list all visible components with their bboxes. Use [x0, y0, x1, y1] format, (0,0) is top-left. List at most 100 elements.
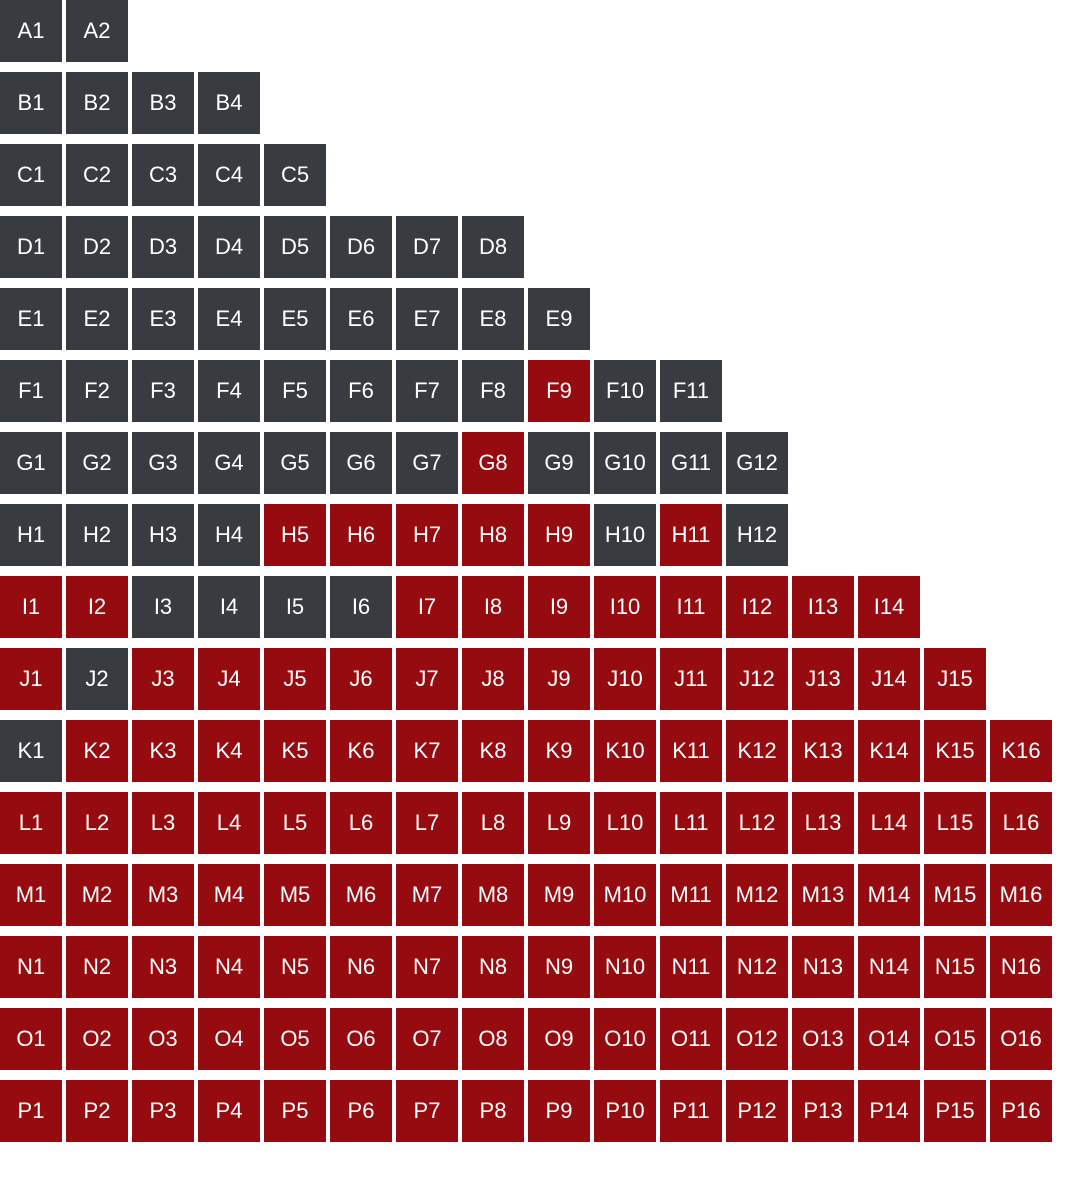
- seat-f4[interactable]: F4: [198, 360, 260, 422]
- seat-b4[interactable]: B4: [198, 72, 260, 134]
- seat-p1[interactable]: P1: [0, 1080, 62, 1142]
- seat-m9[interactable]: M9: [528, 864, 590, 926]
- seat-i12[interactable]: I12: [726, 576, 788, 638]
- seat-p9[interactable]: P9: [528, 1080, 590, 1142]
- seat-l14[interactable]: L14: [858, 792, 920, 854]
- seat-o1[interactable]: O1: [0, 1008, 62, 1070]
- seat-g9[interactable]: G9: [528, 432, 590, 494]
- seat-h11[interactable]: H11: [660, 504, 722, 566]
- seat-o9[interactable]: O9: [528, 1008, 590, 1070]
- seat-j15[interactable]: J15: [924, 648, 986, 710]
- seat-o5[interactable]: O5: [264, 1008, 326, 1070]
- seat-j8[interactable]: J8: [462, 648, 524, 710]
- seat-n14[interactable]: N14: [858, 936, 920, 998]
- seat-n15[interactable]: N15: [924, 936, 986, 998]
- seat-g12[interactable]: G12: [726, 432, 788, 494]
- seat-k6[interactable]: K6: [330, 720, 392, 782]
- seat-i13[interactable]: I13: [792, 576, 854, 638]
- seat-n10[interactable]: N10: [594, 936, 656, 998]
- seat-k13[interactable]: K13: [792, 720, 854, 782]
- seat-g11[interactable]: G11: [660, 432, 722, 494]
- seat-d3[interactable]: D3: [132, 216, 194, 278]
- seat-c4[interactable]: C4: [198, 144, 260, 206]
- seat-m8[interactable]: M8: [462, 864, 524, 926]
- seat-f11[interactable]: F11: [660, 360, 722, 422]
- seat-l15[interactable]: L15: [924, 792, 986, 854]
- seat-e3[interactable]: E3: [132, 288, 194, 350]
- seat-p3[interactable]: P3: [132, 1080, 194, 1142]
- seat-k15[interactable]: K15: [924, 720, 986, 782]
- seat-o4[interactable]: O4: [198, 1008, 260, 1070]
- seat-e8[interactable]: E8: [462, 288, 524, 350]
- seat-g8[interactable]: G8: [462, 432, 524, 494]
- seat-c1[interactable]: C1: [0, 144, 62, 206]
- seat-k16[interactable]: K16: [990, 720, 1052, 782]
- seat-o7[interactable]: O7: [396, 1008, 458, 1070]
- seat-d4[interactable]: D4: [198, 216, 260, 278]
- seat-d7[interactable]: D7: [396, 216, 458, 278]
- seat-f8[interactable]: F8: [462, 360, 524, 422]
- seat-o2[interactable]: O2: [66, 1008, 128, 1070]
- seat-m13[interactable]: M13: [792, 864, 854, 926]
- seat-d6[interactable]: D6: [330, 216, 392, 278]
- seat-n4[interactable]: N4: [198, 936, 260, 998]
- seat-k5[interactable]: K5: [264, 720, 326, 782]
- seat-j6[interactable]: J6: [330, 648, 392, 710]
- seat-g3[interactable]: G3: [132, 432, 194, 494]
- seat-h8[interactable]: H8: [462, 504, 524, 566]
- seat-k10[interactable]: K10: [594, 720, 656, 782]
- seat-p16[interactable]: P16: [990, 1080, 1052, 1142]
- seat-k4[interactable]: K4: [198, 720, 260, 782]
- seat-d1[interactable]: D1: [0, 216, 62, 278]
- seat-m4[interactable]: M4: [198, 864, 260, 926]
- seat-j4[interactable]: J4: [198, 648, 260, 710]
- seat-i9[interactable]: I9: [528, 576, 590, 638]
- seat-o13[interactable]: O13: [792, 1008, 854, 1070]
- seat-m10[interactable]: M10: [594, 864, 656, 926]
- seat-l16[interactable]: L16: [990, 792, 1052, 854]
- seat-j2[interactable]: J2: [66, 648, 128, 710]
- seat-f6[interactable]: F6: [330, 360, 392, 422]
- seat-o6[interactable]: O6: [330, 1008, 392, 1070]
- seat-i8[interactable]: I8: [462, 576, 524, 638]
- seat-m7[interactable]: M7: [396, 864, 458, 926]
- seat-o8[interactable]: O8: [462, 1008, 524, 1070]
- seat-g2[interactable]: G2: [66, 432, 128, 494]
- seat-f2[interactable]: F2: [66, 360, 128, 422]
- seat-h9[interactable]: H9: [528, 504, 590, 566]
- seat-j11[interactable]: J11: [660, 648, 722, 710]
- seat-m14[interactable]: M14: [858, 864, 920, 926]
- seat-j5[interactable]: J5: [264, 648, 326, 710]
- seat-m16[interactable]: M16: [990, 864, 1052, 926]
- seat-k7[interactable]: K7: [396, 720, 458, 782]
- seat-n5[interactable]: N5: [264, 936, 326, 998]
- seat-l8[interactable]: L8: [462, 792, 524, 854]
- seat-n13[interactable]: N13: [792, 936, 854, 998]
- seat-n3[interactable]: N3: [132, 936, 194, 998]
- seat-e6[interactable]: E6: [330, 288, 392, 350]
- seat-o3[interactable]: O3: [132, 1008, 194, 1070]
- seat-j9[interactable]: J9: [528, 648, 590, 710]
- seat-h1[interactable]: H1: [0, 504, 62, 566]
- seat-o15[interactable]: O15: [924, 1008, 986, 1070]
- seat-l11[interactable]: L11: [660, 792, 722, 854]
- seat-k9[interactable]: K9: [528, 720, 590, 782]
- seat-l1[interactable]: L1: [0, 792, 62, 854]
- seat-k3[interactable]: K3: [132, 720, 194, 782]
- seat-p7[interactable]: P7: [396, 1080, 458, 1142]
- seat-j12[interactable]: J12: [726, 648, 788, 710]
- seat-h10[interactable]: H10: [594, 504, 656, 566]
- seat-i10[interactable]: I10: [594, 576, 656, 638]
- seat-b1[interactable]: B1: [0, 72, 62, 134]
- seat-k2[interactable]: K2: [66, 720, 128, 782]
- seat-i2[interactable]: I2: [66, 576, 128, 638]
- seat-e2[interactable]: E2: [66, 288, 128, 350]
- seat-g6[interactable]: G6: [330, 432, 392, 494]
- seat-p13[interactable]: P13: [792, 1080, 854, 1142]
- seat-i6[interactable]: I6: [330, 576, 392, 638]
- seat-e4[interactable]: E4: [198, 288, 260, 350]
- seat-d5[interactable]: D5: [264, 216, 326, 278]
- seat-m12[interactable]: M12: [726, 864, 788, 926]
- seat-f10[interactable]: F10: [594, 360, 656, 422]
- seat-g7[interactable]: G7: [396, 432, 458, 494]
